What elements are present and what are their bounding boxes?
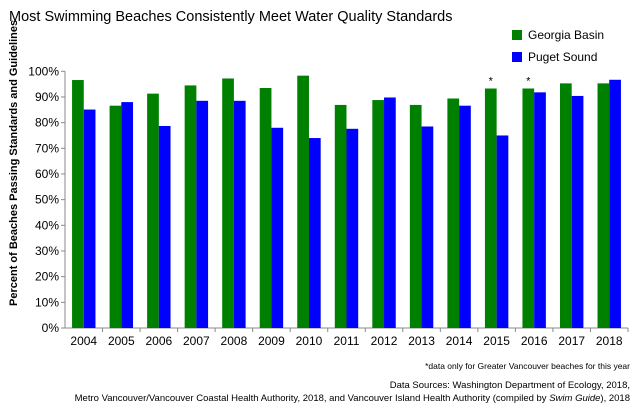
y-tick-label: 30%: [35, 244, 59, 258]
bar-georgia-basin-2018: [597, 83, 610, 328]
bar-puget-sound-2012: [384, 97, 396, 328]
bar-georgia-basin-2012: [372, 100, 385, 328]
bar-georgia-basin-2016: [522, 88, 535, 328]
bar-georgia-basin-2009: [259, 87, 272, 328]
bar-puget-sound-2005: [121, 102, 134, 328]
bar-puget-sound-2017: [571, 95, 584, 328]
x-tick-label: 2017: [558, 334, 585, 348]
x-tick-label: 2004: [70, 334, 97, 348]
sources-text: ), 2018: [600, 393, 630, 404]
bar-georgia-basin-2005: [109, 105, 122, 328]
y-tick-label: 100%: [28, 64, 59, 78]
x-tick-label: 2013: [408, 334, 435, 348]
bar-puget-sound-2010: [308, 138, 321, 328]
bar-georgia-basin-2010: [297, 75, 309, 328]
legend: Georgia Basin Puget Sound: [512, 24, 604, 68]
x-tick-label: 2014: [446, 334, 473, 348]
bar-georgia-basin-2015: [484, 88, 497, 328]
legend-item-puget-sound: Puget Sound: [512, 46, 604, 68]
bar-puget-sound-2007: [196, 100, 209, 329]
bar-georgia-basin-2007: [184, 85, 197, 328]
annotation-asterisk: *: [526, 75, 531, 87]
y-tick-label: 90%: [35, 90, 59, 104]
footnote: *data only for Greater Vancouver beaches…: [425, 361, 630, 371]
sources-text: Metro Vancouver/Vancouver Coastal Health…: [74, 393, 550, 404]
x-tick-label: 2009: [258, 334, 285, 348]
sources-line-2: Metro Vancouver/Vancouver Coastal Health…: [75, 392, 630, 405]
y-tick-label: 10%: [35, 295, 59, 309]
data-sources: Data Sources: Washington Department of E…: [75, 379, 630, 405]
bar-georgia-basin-2011: [334, 104, 347, 328]
bar-georgia-basin-2004: [72, 80, 84, 328]
x-tick-label: 2016: [521, 334, 548, 348]
chart-title: Most Swimming Beaches Consistently Meet …: [9, 9, 453, 25]
y-tick-label: 0%: [42, 321, 60, 335]
bar-puget-sound-2015: [496, 135, 509, 328]
legend-swatch: [512, 30, 522, 40]
x-tick-label: 2015: [483, 334, 510, 348]
bar-puget-sound-2014: [459, 105, 471, 328]
bar-georgia-basin-2008: [222, 78, 234, 328]
bar-puget-sound-2008: [233, 100, 246, 329]
bar-puget-sound-2016: [534, 92, 546, 329]
bar-puget-sound-2009: [271, 127, 284, 328]
x-tick-label: 2008: [221, 334, 248, 348]
legend-label: Puget Sound: [528, 50, 598, 64]
x-tick-label: 2010: [296, 334, 323, 348]
legend-item-georgia-basin: Georgia Basin: [512, 24, 604, 46]
bar-puget-sound-2018: [609, 79, 621, 328]
legend-swatch: [512, 52, 522, 62]
x-tick-label: 2012: [371, 334, 398, 348]
bar-georgia-basin-2017: [559, 83, 572, 328]
sources-line-1: Data Sources: Washington Department of E…: [389, 380, 630, 391]
bar-puget-sound-2013: [421, 126, 434, 328]
x-tick-label: 2006: [145, 334, 172, 348]
bar-georgia-basin-2014: [447, 98, 460, 329]
sources-italic: Swim Guide: [549, 393, 601, 404]
bar-georgia-basin-2006: [147, 93, 159, 328]
bar-puget-sound-2011: [346, 128, 359, 328]
x-tick-label: 2018: [596, 334, 623, 348]
y-tick-label: 40%: [35, 218, 59, 232]
y-tick-label: 80%: [35, 116, 59, 130]
annotation-asterisk: *: [489, 75, 494, 87]
x-tick-label: 2005: [108, 334, 135, 348]
x-tick-label: 2007: [183, 334, 210, 348]
x-tick-label: 2011: [334, 334, 360, 348]
y-tick-label: 60%: [35, 167, 59, 181]
y-tick-label: 70%: [35, 141, 59, 155]
bar-puget-sound-2006: [158, 125, 171, 328]
y-tick-label: 50%: [35, 193, 59, 207]
y-tick-label: 20%: [35, 270, 59, 284]
bar-puget-sound-2004: [83, 109, 96, 328]
legend-label: Georgia Basin: [528, 28, 605, 42]
bar-georgia-basin-2013: [409, 104, 422, 328]
